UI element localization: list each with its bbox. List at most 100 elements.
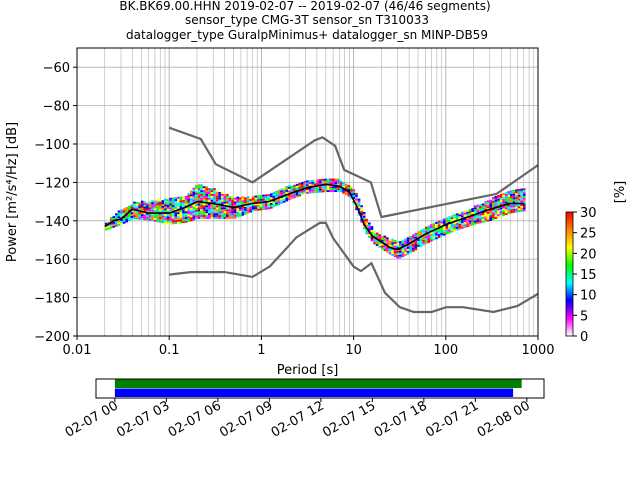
- histogram-cell: [357, 206, 361, 209]
- histogram-cell: [383, 235, 387, 238]
- histogram-cell: [208, 203, 211, 206]
- histogram-cell: [174, 199, 178, 201]
- colorbar-tick-label: 25: [580, 227, 597, 242]
- histogram-cell: [473, 218, 477, 221]
- histogram-cell: [125, 208, 128, 211]
- histogram-cell: [442, 225, 446, 228]
- histogram-cell: [319, 179, 322, 182]
- histogram-cell: [220, 211, 224, 214]
- histogram-cell: [461, 221, 464, 224]
- histogram-cell: [272, 203, 276, 206]
- histogram-cell: [189, 211, 193, 214]
- histogram-cell: [378, 245, 381, 248]
- histogram-cell: [187, 218, 190, 221]
- histogram-cell: [127, 213, 131, 216]
- histogram-cell: [192, 206, 196, 209]
- histogram-cell: [344, 191, 348, 194]
- histogram-cell: [339, 188, 343, 191]
- histogram-cell: [401, 251, 405, 254]
- histogram-cell: [386, 239, 389, 242]
- histogram-cell: [120, 221, 123, 223]
- histogram-cell: [437, 230, 441, 233]
- histogram-cell: [411, 245, 415, 248]
- histogram-cell: [368, 228, 371, 231]
- histogram-cell: [499, 209, 503, 212]
- histogram-cell: [342, 182, 345, 185]
- histogram-cell: [122, 214, 126, 217]
- histogram-cell: [388, 244, 392, 247]
- histogram-cell: [288, 190, 291, 193]
- histogram-cell: [437, 224, 441, 227]
- histogram-cell: [326, 180, 330, 183]
- histogram-cell: [146, 218, 149, 221]
- histogram-cell: [236, 215, 239, 218]
- histogram-cell: [522, 205, 526, 208]
- histogram-cell: [293, 192, 296, 195]
- histogram-cell: [269, 193, 273, 196]
- histogram-cell: [107, 221, 110, 224]
- histogram-cell: [192, 216, 196, 219]
- histogram-cell: [466, 225, 469, 228]
- histogram-cell: [522, 192, 526, 195]
- histogram-cell: [313, 181, 317, 184]
- histogram-cell: [497, 212, 500, 215]
- histogram-cell: [177, 212, 180, 215]
- histogram-cell: [104, 228, 108, 231]
- histogram-cell: [293, 184, 296, 187]
- histogram-cell: [442, 222, 446, 225]
- histogram-cell: [164, 216, 167, 218]
- histogram-cell: [208, 205, 211, 208]
- histogram-cell: [197, 203, 201, 206]
- histogram-cell: [303, 192, 307, 195]
- histogram-cell: [277, 201, 281, 204]
- histogram-cell: [148, 213, 152, 216]
- histogram-cell: [187, 208, 190, 211]
- histogram-cell: [295, 191, 299, 194]
- histogram-cell: [130, 214, 134, 217]
- histogram-cell: [177, 202, 180, 205]
- histogram-cell: [233, 203, 237, 206]
- histogram-cell: [280, 192, 283, 195]
- histogram-cell: [226, 199, 229, 202]
- histogram-cell: [368, 235, 371, 238]
- histogram-cell: [463, 220, 467, 223]
- histogram-cell: [339, 180, 343, 183]
- histogram-cell: [396, 250, 400, 253]
- histogram-cell: [450, 219, 454, 221]
- histogram-cell: [241, 207, 245, 210]
- histogram-cell: [321, 188, 325, 191]
- histogram-cell: [140, 217, 144, 220]
- histogram-cell: [502, 208, 505, 211]
- histogram-cell: [445, 217, 449, 220]
- histogram-cell: [197, 197, 201, 200]
- histogram-cell: [233, 211, 237, 214]
- histogram-cell: [517, 190, 521, 193]
- histogram-cell: [520, 196, 523, 199]
- histogram-cell: [419, 237, 423, 240]
- histogram-cell: [169, 197, 172, 200]
- histogram-cell: [244, 208, 247, 211]
- histogram-cell: [512, 193, 516, 196]
- histogram-cell: [282, 191, 286, 194]
- histogram-cell: [171, 203, 175, 206]
- histogram-cell: [347, 185, 351, 188]
- histogram-cell: [156, 216, 159, 219]
- histogram-cell: [313, 191, 317, 194]
- histogram-cell: [202, 188, 206, 191]
- x-tick-label: 10: [345, 343, 362, 358]
- histogram-cell: [494, 197, 498, 200]
- histogram-cell: [259, 208, 263, 211]
- histogram-cell: [331, 188, 335, 191]
- y-tick-label: −80: [43, 100, 70, 115]
- histogram-cell: [455, 226, 459, 229]
- histogram-cell: [324, 180, 327, 183]
- histogram-cell: [177, 221, 180, 224]
- histogram-cell: [422, 241, 425, 244]
- colorbar-tick-label: 15: [580, 268, 597, 283]
- histogram-cell: [311, 183, 314, 186]
- histogram-cell: [515, 189, 518, 192]
- histogram-cell: [280, 194, 283, 197]
- histogram-cell: [430, 232, 433, 234]
- histogram-cell: [337, 186, 340, 189]
- histogram-cell: [125, 218, 128, 221]
